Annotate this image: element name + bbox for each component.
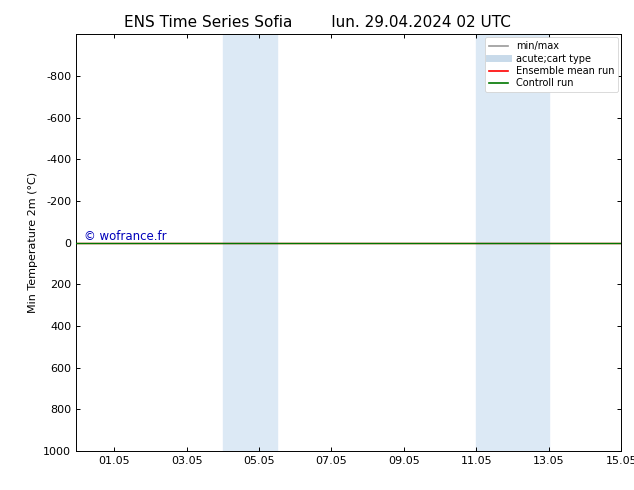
Text: © wofrance.fr: © wofrance.fr bbox=[84, 229, 167, 243]
Text: ENS Time Series Sofia        lun. 29.04.2024 02 UTC: ENS Time Series Sofia lun. 29.04.2024 02… bbox=[124, 15, 510, 30]
Bar bbox=[476, 34, 549, 451]
Legend: min/max, acute;cart type, Ensemble mean run, Controll run: min/max, acute;cart type, Ensemble mean … bbox=[485, 37, 618, 92]
Y-axis label: Min Temperature 2m (°C): Min Temperature 2m (°C) bbox=[28, 172, 37, 313]
Bar bbox=[223, 34, 277, 451]
